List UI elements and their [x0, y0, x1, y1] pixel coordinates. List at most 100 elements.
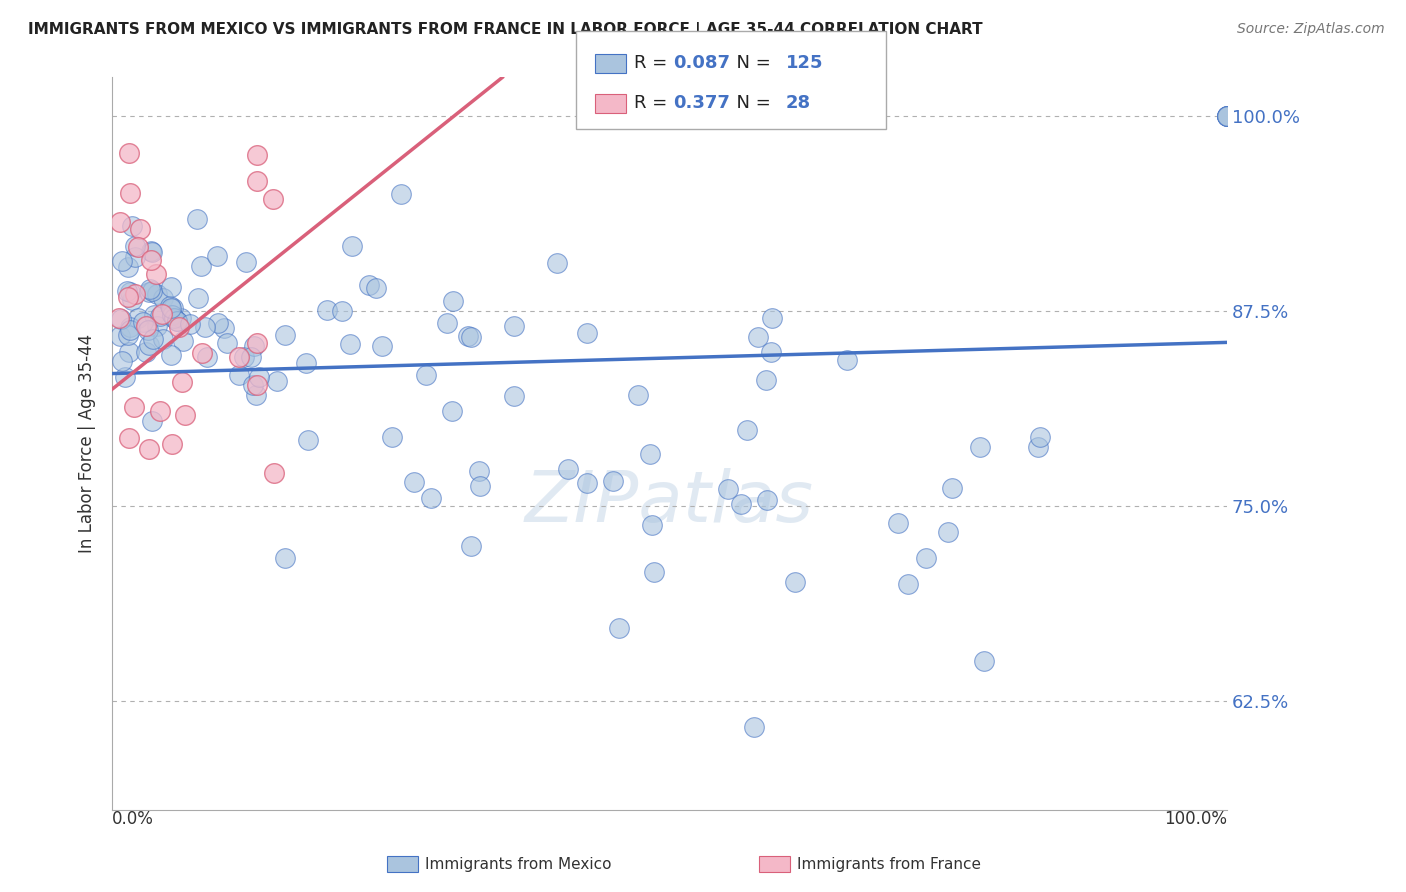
Point: [460, 330, 482, 344]
Point: [146, 319, 169, 334]
Point: [122, 400, 145, 414]
Point: [576, 476, 599, 491]
Point: [468, 464, 491, 478]
Point: [149, 310, 172, 324]
Point: [162, 436, 184, 450]
Point: [124, 239, 146, 253]
Text: R =: R =: [634, 54, 673, 72]
Point: [228, 350, 250, 364]
Point: [118, 323, 141, 337]
Point: [138, 285, 160, 300]
Point: [415, 368, 437, 382]
Text: Immigrants from France: Immigrants from France: [797, 857, 981, 871]
Point: [179, 317, 201, 331]
Point: [837, 353, 859, 368]
Point: [235, 254, 257, 268]
Point: [110, 311, 132, 326]
Point: [138, 442, 160, 456]
Point: [150, 307, 173, 321]
Text: 0.0%: 0.0%: [112, 810, 155, 828]
Point: [1216, 109, 1239, 123]
Point: [127, 311, 149, 326]
Point: [1026, 440, 1049, 454]
Point: [246, 335, 269, 350]
Point: [440, 404, 463, 418]
Point: [242, 377, 264, 392]
Point: [142, 309, 165, 323]
Point: [457, 328, 479, 343]
Point: [228, 368, 250, 382]
Point: [159, 348, 181, 362]
Point: [607, 621, 630, 635]
Point: [145, 267, 167, 281]
Point: [941, 481, 963, 495]
Point: [187, 291, 209, 305]
Point: [141, 284, 163, 298]
Point: [404, 475, 426, 490]
Point: [339, 337, 361, 351]
Text: R =: R =: [634, 95, 673, 112]
Point: [470, 479, 492, 493]
Point: [785, 575, 807, 590]
Point: [643, 566, 665, 580]
Point: [124, 286, 146, 301]
Point: [135, 344, 157, 359]
Point: [641, 518, 664, 533]
Point: [460, 539, 482, 553]
Point: [194, 319, 217, 334]
Point: [118, 285, 141, 299]
Point: [186, 212, 208, 227]
Point: [160, 279, 183, 293]
Point: [755, 493, 778, 508]
Point: [887, 516, 910, 531]
Point: [371, 339, 394, 353]
Point: [170, 375, 193, 389]
Point: [297, 434, 319, 448]
Point: [207, 249, 229, 263]
Point: [246, 147, 269, 161]
Point: [755, 373, 778, 387]
Point: [136, 323, 159, 337]
Point: [330, 304, 353, 318]
Text: IMMIGRANTS FROM MEXICO VS IMMIGRANTS FROM FRANCE IN LABOR FORCE | AGE 35-44 CORR: IMMIGRANTS FROM MEXICO VS IMMIGRANTS FRO…: [28, 22, 983, 38]
Point: [117, 328, 139, 343]
Text: 0.377: 0.377: [673, 95, 730, 112]
Point: [246, 174, 269, 188]
Point: [316, 303, 339, 318]
Point: [145, 287, 167, 301]
Point: [247, 370, 270, 384]
Point: [638, 447, 661, 461]
Point: [576, 326, 599, 341]
Point: [172, 334, 194, 348]
Point: [557, 461, 579, 475]
Text: Immigrants from Mexico: Immigrants from Mexico: [425, 857, 612, 871]
Point: [152, 332, 174, 346]
Point: [627, 388, 650, 402]
Point: [163, 311, 186, 326]
Point: [730, 497, 752, 511]
Point: [132, 315, 155, 329]
Point: [212, 320, 235, 334]
Point: [169, 320, 191, 334]
Point: [121, 219, 143, 234]
Point: [160, 309, 183, 323]
Point: [274, 551, 297, 566]
Point: [121, 293, 143, 307]
Point: [245, 388, 267, 402]
Point: [139, 282, 162, 296]
Point: [436, 316, 458, 330]
Text: 100.0%: 100.0%: [1164, 810, 1227, 828]
Point: [170, 311, 193, 326]
Point: [174, 408, 197, 422]
Point: [159, 299, 181, 313]
Point: [761, 345, 783, 359]
Point: [135, 319, 157, 334]
Point: [139, 244, 162, 258]
Point: [747, 330, 769, 344]
Point: [717, 482, 740, 496]
Point: [389, 186, 412, 201]
Point: [1029, 429, 1052, 443]
Point: [128, 222, 150, 236]
Point: [761, 311, 783, 326]
Point: [441, 294, 464, 309]
